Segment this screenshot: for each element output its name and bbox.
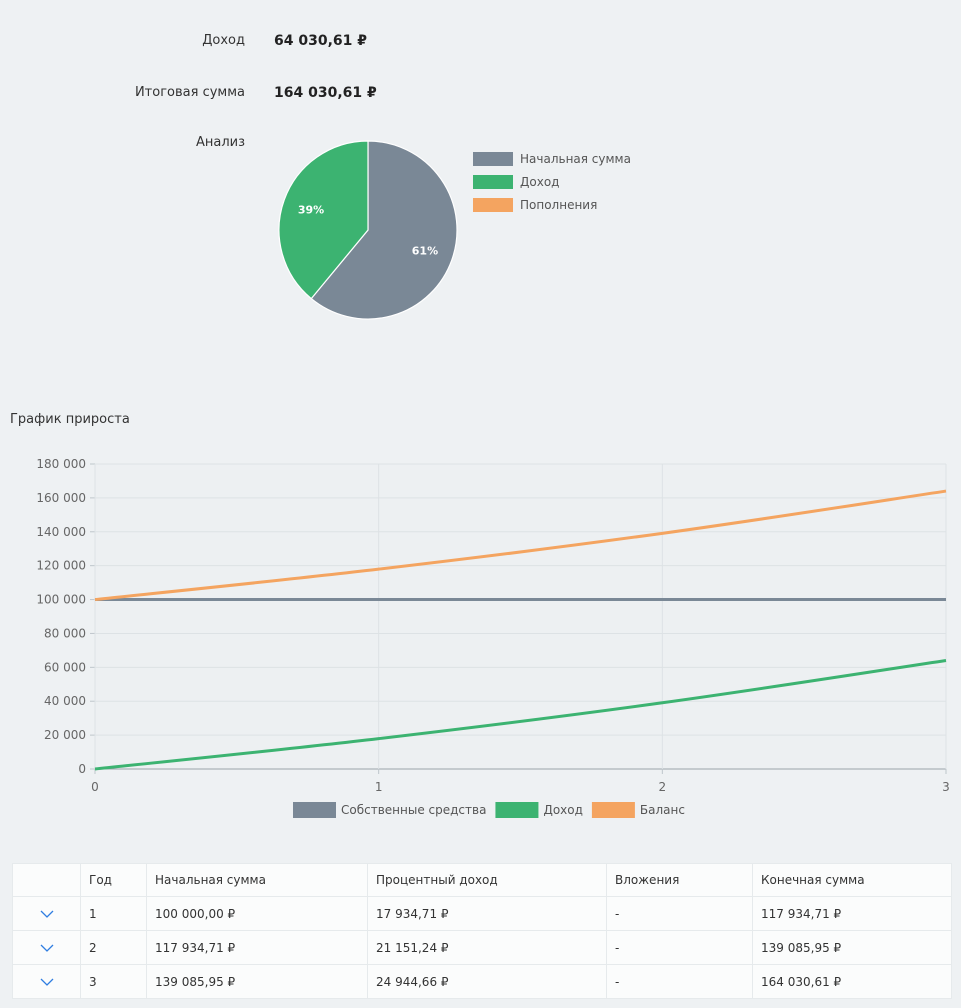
x-tick-label: 1 (375, 780, 383, 794)
table-header-interest: Процентный доход (367, 863, 607, 897)
cell-deposits: - (606, 930, 753, 965)
pie-slice-0[interactable] (310, 140, 458, 320)
x-tick-label: 2 (659, 780, 667, 794)
total-label: Итоговая сумма (134, 85, 245, 100)
cell-final: 164 030,61 ₽ (752, 964, 952, 999)
cell-year: 1 (80, 896, 147, 931)
chevron-down-icon[interactable] (40, 941, 54, 955)
table-header-row: Год Начальная сумма Процентный доход Вло… (12, 863, 952, 897)
y-tick-label: 20 000 (44, 728, 86, 742)
pie-legend-swatch-initial (473, 151, 513, 166)
cell-final: 117 934,71 ₽ (752, 896, 952, 931)
growth-chart-title: График прироста (10, 412, 130, 427)
pie-slice-label-0: 61% (412, 245, 438, 258)
line-legend-label-1: Доход (543, 803, 582, 817)
table-header-year: Год (80, 863, 147, 897)
pie-slice-label-1: 39% (298, 203, 324, 216)
y-tick-label: 160 000 (36, 491, 86, 505)
x-tick-label: 3 (942, 780, 950, 794)
line-legend-swatch-2 (591, 802, 635, 818)
cell-year: 2 (80, 930, 147, 965)
line-legend-item-1[interactable]: Доход (495, 802, 583, 818)
y-tick-label: 180 000 (36, 457, 86, 471)
growth-line-chart: 0 20 000 40 000 60 000 80 000 100 000 120 000 1… (36, 457, 950, 818)
y-tick-label: 80 000 (44, 626, 86, 640)
table-header-deposits: Вложения (606, 863, 753, 897)
table-header-expand (12, 863, 81, 897)
total-summary-row: Итоговая сумма 164 030,61 ₽ (0, 85, 961, 109)
cell-deposits: - (606, 964, 753, 999)
cell-interest: 21 151,24 ₽ (367, 930, 607, 965)
pie-legend-swatch-income (473, 174, 513, 189)
table-row: 1 100 000,00 ₽ 17 934,71 ₽ - 117 934,71 … (12, 896, 952, 931)
line-legend-label-0: Собственные средства (341, 803, 486, 817)
y-tick-label: 0 (78, 762, 86, 776)
row-expand-cell (12, 930, 81, 965)
cell-final: 139 085,95 ₽ (752, 930, 952, 965)
line-legend-item-0[interactable]: Собственные средства (293, 802, 486, 818)
pie-legend-swatch-deposits (473, 197, 513, 212)
pie-legend-item-income[interactable]: Доход (473, 170, 631, 193)
pie-legend-label-income: Доход (520, 174, 560, 189)
pie-legend-item-deposits[interactable]: Пополнения (473, 193, 631, 216)
line-legend-swatch-1 (495, 802, 539, 818)
analysis-label: Анализ (195, 135, 245, 150)
series-line-2[interactable] (94, 489, 947, 602)
income-summary-row: Доход 64 030,61 ₽ (0, 33, 961, 57)
pie-legend-item-initial[interactable]: Начальная сумма (473, 147, 631, 170)
y-tick-label: 100 000 (36, 593, 86, 607)
cell-interest: 17 934,71 ₽ (367, 896, 607, 931)
yearly-table: Год Начальная сумма Процентный доход Вло… (12, 863, 952, 999)
chevron-down-icon[interactable] (40, 907, 54, 921)
pie-legend: Начальная сумма Доход Пополнения (473, 147, 631, 216)
cell-deposits: - (606, 896, 753, 931)
line-legend-label-2: Баланс (640, 803, 685, 817)
table-header-final: Конечная сумма (752, 863, 952, 897)
plot-area (95, 464, 946, 769)
table-header-initial: Начальная сумма (146, 863, 368, 897)
row-expand-cell (12, 896, 81, 931)
cell-interest: 24 944,66 ₽ (367, 964, 607, 999)
income-label: Доход (202, 33, 245, 48)
series-line-1[interactable] (94, 659, 947, 771)
y-tick-label: 40 000 (44, 694, 86, 708)
y-tick-label: 60 000 (44, 660, 86, 674)
pie-slice-1[interactable] (278, 140, 369, 300)
cell-year: 3 (80, 964, 147, 999)
row-expand-cell (12, 964, 81, 999)
line-legend-item-2[interactable]: Баланс (591, 802, 685, 818)
table-row: 3 139 085,95 ₽ 24 944,66 ₽ - 164 030,61 … (12, 964, 952, 999)
y-tick-label: 120 000 (36, 559, 86, 573)
pie-chart: 61% 39% (278, 140, 458, 320)
cell-initial: 139 085,95 ₽ (146, 964, 368, 999)
cell-initial: 100 000,00 ₽ (146, 896, 368, 931)
income-value: 64 030,61 ₽ (274, 33, 367, 49)
line-legend-swatch-0 (293, 802, 336, 818)
chevron-down-icon[interactable] (40, 975, 54, 989)
pie-legend-label-initial: Начальная сумма (520, 151, 631, 166)
total-value: 164 030,61 ₽ (274, 85, 377, 101)
x-tick-label: 0 (91, 780, 99, 794)
pie-legend-label-deposits: Пополнения (520, 197, 598, 212)
cell-initial: 117 934,71 ₽ (146, 930, 368, 965)
table-row: 2 117 934,71 ₽ 21 151,24 ₽ - 139 085,95 … (12, 930, 952, 965)
y-tick-label: 140 000 (36, 525, 86, 539)
